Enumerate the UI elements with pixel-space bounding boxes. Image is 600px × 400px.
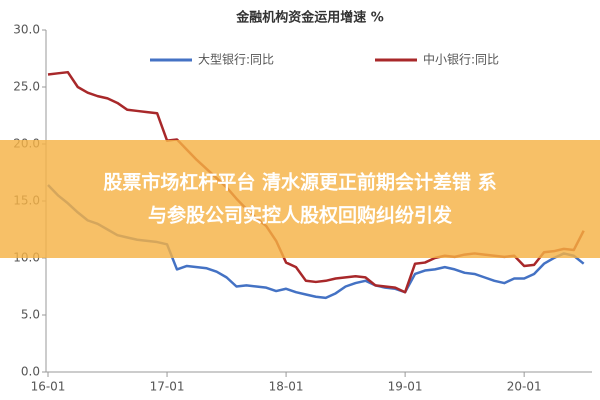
x-tick-label: 20-01	[507, 380, 542, 394]
banner-line: 股票市场杠杆平台 清水源更正前期会计差错 系	[103, 171, 496, 194]
x-tick-label: 17-01	[150, 380, 185, 394]
y-tick-label: 30.0	[13, 23, 40, 37]
banner-background	[0, 140, 600, 258]
legend-label: 中小银行:同比	[423, 52, 499, 67]
y-tick-label: 5.0	[21, 308, 40, 322]
legend-label: 大型银行:同比	[198, 53, 274, 67]
x-tick-label: 16-01	[31, 380, 66, 394]
y-tick-label: 0.0	[21, 365, 40, 379]
x-tick-label: 18-01	[269, 380, 304, 394]
y-tick-label: 25.0	[13, 80, 40, 94]
chart-title: 金融机构资金运用增速 %	[235, 10, 384, 26]
banner-line: 与参股公司实控人股权回购纠纷引发	[148, 204, 453, 227]
x-tick-label: 19-01	[388, 380, 423, 394]
